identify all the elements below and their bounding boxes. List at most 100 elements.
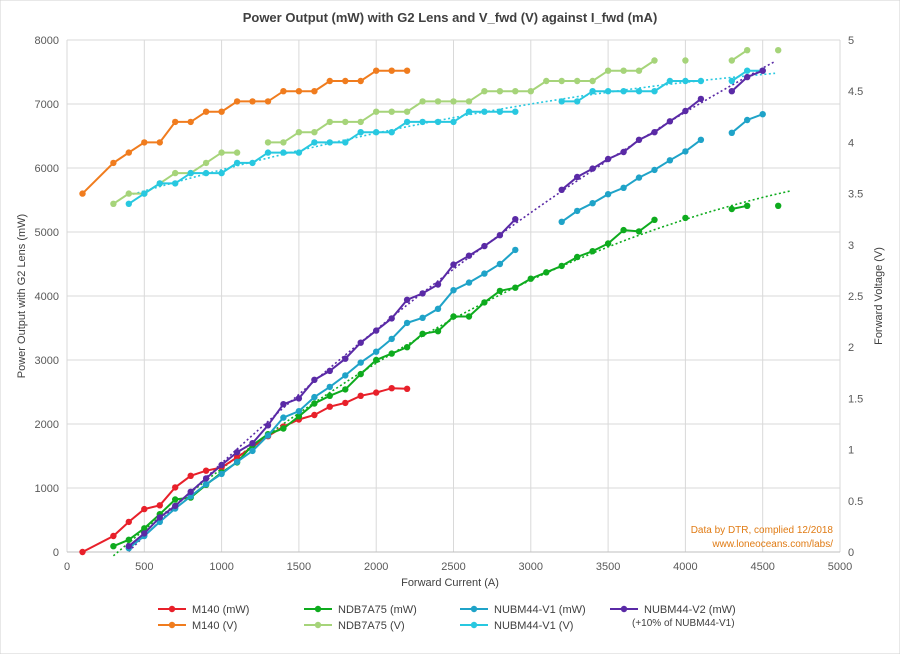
data-point xyxy=(574,98,581,105)
data-point xyxy=(280,425,287,432)
data-point xyxy=(450,313,457,320)
data-point xyxy=(202,467,210,474)
data-point xyxy=(759,67,766,74)
data-point xyxy=(373,327,380,334)
data-point xyxy=(666,118,674,125)
data-point xyxy=(110,543,117,550)
data-point xyxy=(280,401,287,408)
legend-note: (+10% of NUBM44-V1) xyxy=(632,618,735,629)
series-group xyxy=(79,47,782,556)
data-point xyxy=(141,530,148,537)
data-point xyxy=(651,166,658,174)
data-point xyxy=(682,148,689,155)
data-point xyxy=(357,129,364,136)
data-point xyxy=(280,139,287,146)
data-point xyxy=(311,139,318,146)
y-left-tick-label: 7000 xyxy=(35,99,59,111)
data-point xyxy=(295,149,303,156)
data-point xyxy=(465,279,473,286)
data-point xyxy=(496,108,504,115)
data-point xyxy=(187,493,194,500)
data-point xyxy=(357,370,364,378)
data-point xyxy=(79,548,86,556)
y-left-tick-label: 6000 xyxy=(35,163,59,175)
data-point xyxy=(651,129,658,136)
data-point xyxy=(249,440,256,447)
data-point xyxy=(589,88,596,95)
data-point xyxy=(450,118,457,126)
data-point xyxy=(465,313,473,320)
x-tick-label: 3500 xyxy=(596,561,620,573)
y-right-tick-label: 3.5 xyxy=(848,189,863,201)
data-point xyxy=(775,47,782,54)
data-point xyxy=(635,136,643,143)
data-point xyxy=(357,392,364,399)
series-line xyxy=(561,80,701,103)
data-point xyxy=(373,129,380,136)
data-point xyxy=(434,98,442,105)
data-point xyxy=(620,226,627,234)
data-point xyxy=(280,414,287,421)
data-point xyxy=(450,287,457,294)
data-point xyxy=(295,129,303,136)
data-point xyxy=(682,107,689,115)
data-point xyxy=(558,77,565,85)
y-right-tick-label: 2.5 xyxy=(848,291,863,303)
data-point xyxy=(604,240,612,247)
data-point xyxy=(202,475,210,482)
data-point xyxy=(202,159,210,167)
data-point xyxy=(403,118,411,126)
data-point xyxy=(326,383,333,391)
data-point xyxy=(357,359,364,366)
data-point xyxy=(218,461,225,469)
data-point xyxy=(373,67,380,74)
data-point xyxy=(388,385,395,392)
data-point xyxy=(403,296,411,303)
data-point xyxy=(651,57,658,64)
y-right-tick-label: 4.5 xyxy=(848,86,863,98)
data-point xyxy=(172,484,179,491)
data-point xyxy=(512,88,519,95)
data-point xyxy=(543,269,550,276)
data-point xyxy=(620,148,627,156)
data-point xyxy=(419,330,426,337)
data-point xyxy=(512,108,519,115)
x-tick-label: 4500 xyxy=(750,561,774,573)
data-point xyxy=(775,202,782,209)
data-point xyxy=(744,116,751,124)
data-point xyxy=(496,287,504,295)
legend-swatch-marker xyxy=(314,605,322,613)
data-point xyxy=(651,88,658,95)
data-point xyxy=(311,88,318,95)
data-point xyxy=(264,98,272,105)
legend-label: M140 (V) xyxy=(192,620,237,632)
data-point xyxy=(512,284,519,291)
data-point xyxy=(311,376,318,383)
data-point xyxy=(635,88,643,95)
data-point xyxy=(125,536,132,543)
data-point xyxy=(465,98,473,105)
y-right-tick-label: 0.5 xyxy=(848,496,863,508)
data-point xyxy=(79,190,86,197)
y-right-tick-label: 4 xyxy=(848,137,854,149)
data-point xyxy=(481,242,488,250)
y-right-axis-label: Forward Voltage (V) xyxy=(873,247,885,345)
data-point xyxy=(187,472,194,479)
grid-lines xyxy=(66,39,841,553)
y-right-tick-label: 2 xyxy=(848,342,854,354)
data-point xyxy=(233,159,241,167)
data-point xyxy=(697,77,705,85)
data-point xyxy=(543,77,550,85)
data-point xyxy=(141,525,148,532)
data-point xyxy=(264,149,272,156)
y-right-tick-label: 0 xyxy=(848,547,854,559)
data-point xyxy=(434,305,442,312)
data-point xyxy=(311,411,318,419)
data-point xyxy=(110,159,117,167)
data-point xyxy=(403,319,411,327)
data-point xyxy=(342,372,349,379)
data-point xyxy=(218,149,225,156)
data-point xyxy=(574,253,581,261)
